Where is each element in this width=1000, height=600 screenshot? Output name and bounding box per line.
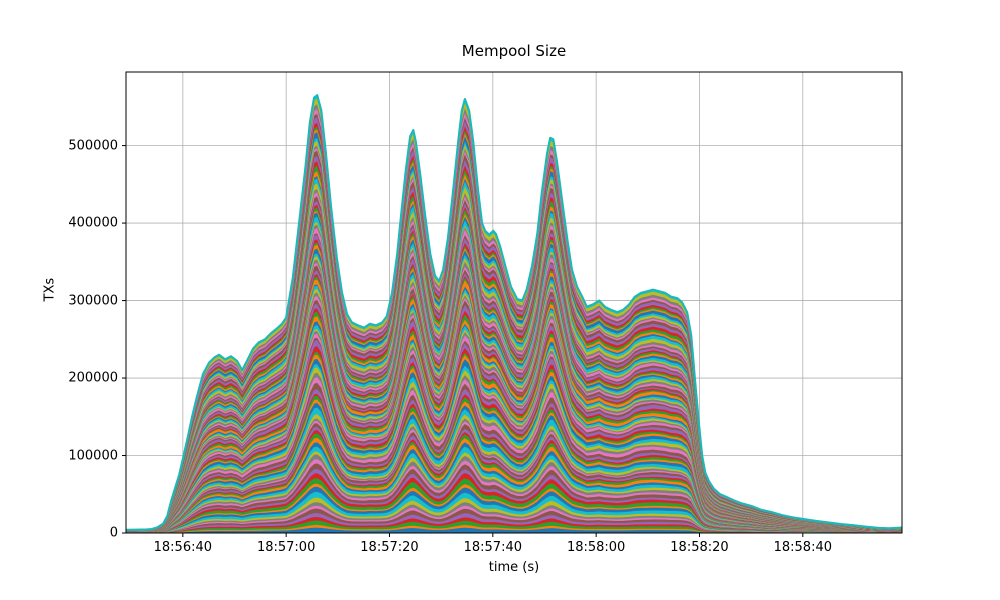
x-tick-label: 18:57:20 xyxy=(360,540,419,555)
y-tick-label: 500000 xyxy=(68,138,118,154)
y-tick-label: 0 xyxy=(109,525,118,541)
y-tick-label: 400000 xyxy=(68,215,118,231)
x-tick-label: 18:57:40 xyxy=(463,540,523,555)
y-axis-label: TXs xyxy=(42,277,58,301)
envelope-line xyxy=(125,94,903,531)
x-tick-label: 18:57:00 xyxy=(256,540,316,555)
x-tick-label: 18:58:00 xyxy=(566,540,626,555)
chart-title: Mempool Size xyxy=(461,42,567,60)
y-tick-label: 100000 xyxy=(68,448,118,464)
x-tick-label: 18:56:40 xyxy=(153,540,213,555)
x-axis-label: time (s) xyxy=(488,560,540,575)
x-tick-label: 18:58:40 xyxy=(773,540,832,555)
x-tick-label: 18:58:20 xyxy=(670,540,729,555)
y-tick-label: 300000 xyxy=(68,293,118,309)
y-tick-label: 200000 xyxy=(68,370,118,386)
axes-spines xyxy=(125,71,903,534)
